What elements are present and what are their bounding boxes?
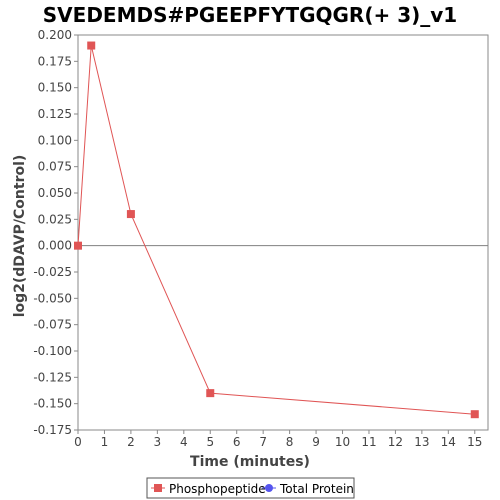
x-tick-label: 11	[361, 435, 376, 449]
y-axis: 0.200 0.175 0.150 0.125 0.100 0.075 0.050 0.025…	[33, 28, 78, 437]
legend-box	[146, 477, 355, 499]
data-point	[87, 41, 96, 50]
y-tick-label: 0.200	[38, 28, 72, 42]
y-tick-label: -0.175	[33, 423, 72, 437]
legend-marker-total-protein	[265, 484, 273, 492]
y-tick-label: 0.125	[38, 107, 72, 121]
y-tick-label: 0.175	[38, 54, 72, 68]
y-tick-label: 0.075	[38, 160, 72, 174]
x-tick-label: 10	[335, 435, 350, 449]
y-tick-label: -0.025	[33, 265, 72, 279]
x-tick-label: 12	[388, 435, 403, 449]
legend: Phosphopeptide Total Protein	[146, 477, 355, 499]
x-tick-label: 9	[312, 435, 320, 449]
x-axis-label: Time (minutes)	[190, 454, 310, 470]
x-tick-label: 6	[233, 435, 241, 449]
legend-label-phosphopeptide: Phosphopeptide	[169, 482, 266, 496]
y-tick-label: -0.125	[33, 370, 72, 384]
y-tick-label: -0.150	[33, 397, 72, 411]
x-tick-label: 5	[206, 435, 214, 449]
y-axis-label: log2(dDAVP/Control)	[12, 155, 28, 318]
y-tick-label: 0.150	[38, 81, 72, 95]
x-tick-label: 2	[127, 435, 135, 449]
data-point	[206, 389, 215, 398]
x-axis: 0 1 2 3 4 5 6 7 8 9 10 11 12 13 14 15	[74, 430, 482, 449]
x-tick-label: 8	[286, 435, 294, 449]
y-tick-label: 0.100	[38, 133, 72, 147]
x-tick-label: 0	[74, 435, 82, 449]
y-tick-label: 0.025	[38, 212, 72, 226]
data-point	[470, 410, 479, 419]
y-tick-label: 0.050	[38, 186, 72, 200]
x-tick-label: 13	[414, 435, 429, 449]
data-point	[74, 241, 82, 250]
x-tick-label: 14	[441, 435, 456, 449]
data-point	[126, 210, 135, 219]
y-tick-label: 0.000	[38, 239, 72, 253]
plot-area	[77, 34, 489, 431]
y-tick-label: -0.100	[33, 344, 72, 358]
y-tick-label: -0.075	[33, 318, 72, 332]
x-tick-label: 4	[180, 435, 188, 449]
x-tick-label: 3	[154, 435, 162, 449]
y-tick-label: -0.050	[33, 291, 72, 305]
legend-marker-phosphopeptide	[154, 484, 162, 492]
legend-label-total-protein: Total Protein	[279, 482, 354, 496]
x-tick-label: 7	[259, 435, 267, 449]
series-layer	[74, 41, 479, 419]
chart-title: SVEDEMDS#PGEEPFYTGQGR(+ 3)_v1	[43, 3, 457, 27]
x-tick-label: 15	[467, 435, 482, 449]
x-tick-label: 1	[101, 435, 109, 449]
